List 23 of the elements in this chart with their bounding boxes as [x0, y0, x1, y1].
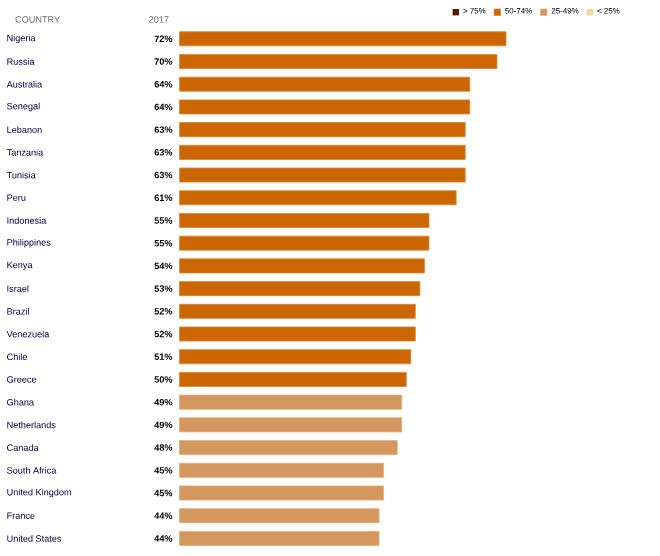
- bar: [179, 281, 421, 297]
- bar: [179, 485, 384, 501]
- bar: [179, 304, 416, 319]
- bar: [179, 531, 380, 546]
- bar: [179, 99, 471, 115]
- bar: [179, 167, 466, 183]
- bar: [179, 394, 403, 410]
- bar: [179, 462, 384, 478]
- bar: [179, 190, 457, 206]
- bar: [179, 235, 430, 251]
- bar: [179, 440, 398, 456]
- bar: [179, 258, 425, 274]
- bar: [179, 372, 407, 388]
- bar: [179, 213, 430, 229]
- bar: [179, 54, 498, 70]
- bar: [179, 122, 466, 138]
- bar: [179, 417, 403, 433]
- bar: [179, 508, 380, 524]
- bar: [179, 31, 507, 47]
- bar: [179, 145, 466, 160]
- bar: [179, 76, 471, 92]
- bar: [179, 326, 416, 342]
- bar: [179, 349, 412, 365]
